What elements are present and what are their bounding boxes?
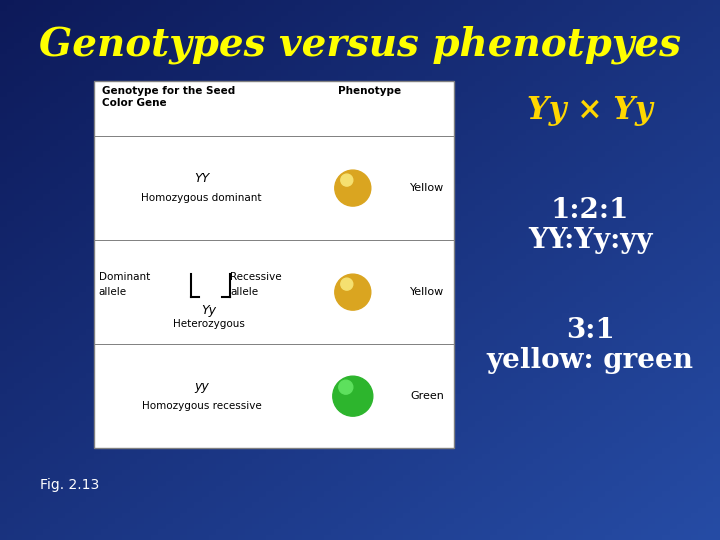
Text: yy: yy [194, 380, 209, 393]
Text: yellow: green: yellow: green [487, 347, 693, 374]
Text: 1:2:1: 1:2:1 [551, 197, 629, 224]
Text: Genotypes versus phenotpyes: Genotypes versus phenotpyes [39, 26, 681, 64]
Text: Dominant: Dominant [99, 272, 150, 282]
Text: Green: Green [410, 391, 444, 401]
Text: Yy: Yy [202, 303, 216, 316]
Text: YY: YY [194, 172, 210, 185]
Text: Homozygous dominant: Homozygous dominant [141, 193, 262, 203]
Text: Genotype for the Seed
Color Gene: Genotype for the Seed Color Gene [102, 86, 235, 107]
Text: Homozygous recessive: Homozygous recessive [142, 401, 261, 411]
Text: Fig. 2.13: Fig. 2.13 [40, 478, 99, 492]
Text: 3:1: 3:1 [566, 316, 614, 343]
Circle shape [341, 174, 353, 186]
Text: Phenotype: Phenotype [338, 86, 402, 96]
Text: Heterozygous: Heterozygous [173, 319, 245, 329]
Circle shape [335, 170, 371, 206]
Text: Recessive: Recessive [230, 272, 282, 282]
Text: YY:Yy:yy: YY:Yy:yy [528, 226, 652, 253]
Text: allele: allele [99, 287, 127, 297]
Circle shape [333, 376, 373, 416]
Text: Yy × Yy: Yy × Yy [527, 94, 653, 125]
Text: Yellow: Yellow [410, 183, 445, 193]
Circle shape [335, 274, 371, 310]
Bar [94, 81, 454, 448]
Text: Yellow: Yellow [410, 287, 445, 297]
Circle shape [341, 278, 353, 290]
Text: allele: allele [230, 287, 258, 297]
Circle shape [339, 380, 353, 394]
